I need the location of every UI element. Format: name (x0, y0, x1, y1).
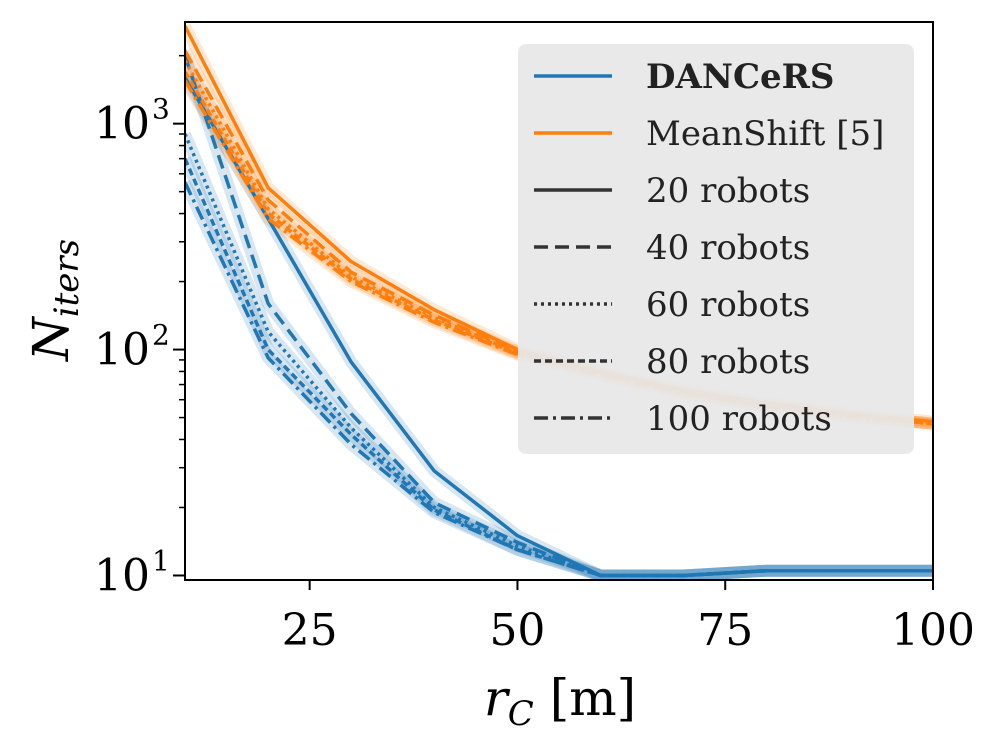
y-tick-label: 10 3 (94, 93, 170, 150)
x-tick-label: 25 (282, 605, 338, 656)
y-tick-label: 10 1 (94, 544, 170, 601)
svg-text:2: 2 (152, 319, 170, 352)
legend-label: DANCeRS (646, 57, 834, 97)
x-tick-label: 75 (697, 605, 753, 656)
y-tick-label: 10 2 (94, 319, 170, 376)
legend: DANCeRS MeanShift [5] 20 robots 40 robot… (518, 44, 914, 454)
x-tick-label: 50 (489, 605, 545, 656)
legend-label: 20 robots (646, 171, 810, 211)
svg-text:10: 10 (94, 550, 150, 601)
tick-layer (173, 54, 934, 590)
y-axis-label: Niters (22, 239, 87, 362)
legend-label: 80 robots (646, 342, 810, 382)
legend-label: MeanShift [5] (646, 114, 884, 154)
svg-text:1: 1 (152, 544, 170, 577)
series-line (185, 157, 933, 578)
x-tick-labels: 25 50 75 100 (282, 605, 975, 656)
series-line (185, 181, 933, 578)
plot-frame (184, 21, 934, 581)
legend-box (518, 44, 914, 454)
svg-text:10: 10 (94, 99, 150, 150)
x-axis-label: rC [m] (484, 669, 636, 734)
svg-text:10: 10 (94, 325, 150, 376)
legend-label: 100 robots (646, 399, 832, 439)
y-tick-labels: 10 1 10 2 10 3 (94, 93, 170, 602)
svg-text:3: 3 (152, 93, 170, 126)
legend-label: 60 robots (646, 285, 810, 325)
legend-label: 40 robots (646, 228, 810, 268)
x-tick-label: 100 (891, 605, 975, 656)
